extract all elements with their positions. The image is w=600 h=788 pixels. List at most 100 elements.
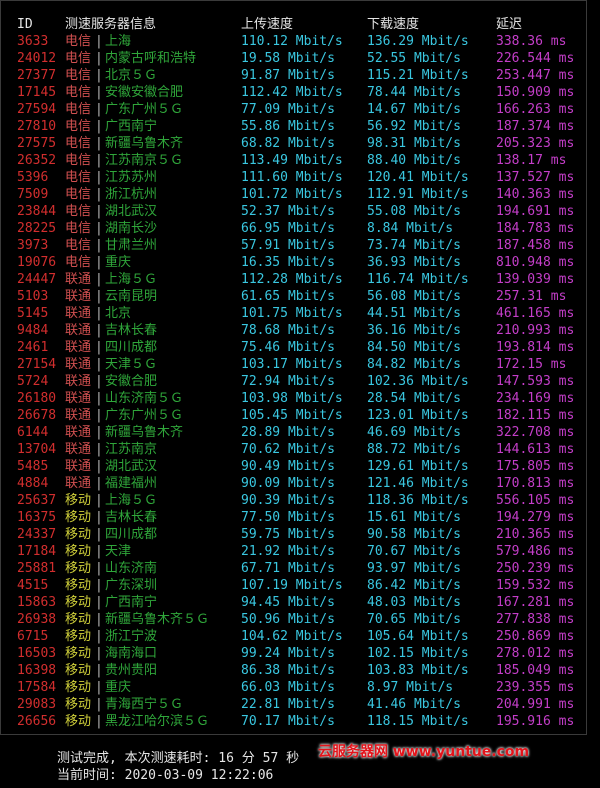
server-location: 新疆乌鲁木齐 <box>105 136 184 151</box>
server-id: 6144 <box>17 425 49 440</box>
download-speed: 90.58 Mbit/s <box>367 527 461 542</box>
latency-value: 167.281 ms <box>496 595 575 610</box>
server-id: 3633 <box>17 34 49 49</box>
upload-speed: 90.49 Mbit/s <box>241 459 335 474</box>
table-row: 24337 移动 | 四川成都 59.75 Mbit/s 90.58 Mbit/s 210.… <box>1 526 588 543</box>
table-row: 4515 移动 | 广东深圳 107.19 Mbit/s 86.42 Mbit/s 159.… <box>1 577 588 594</box>
column-separator: | <box>95 595 103 610</box>
download-speed: 105.64 Mbit/s <box>367 629 469 644</box>
table-row: 9484 联通 | 吉林长春 78.68 Mbit/s 36.16 Mbit/s 210.9… <box>1 322 588 339</box>
table-row: 13704 联通 | 江苏南京 70.62 Mbit/s 88.72 Mbit/s 144.… <box>1 441 588 458</box>
column-separator: | <box>95 476 103 491</box>
column-separator: | <box>95 102 103 117</box>
server-location: 上海５Ｇ <box>105 272 158 287</box>
server-id: 26352 <box>17 153 57 168</box>
table-row: 17184 移动 | 天津 21.92 Mbit/s 70.67 Mbit/s 579.48… <box>1 543 588 560</box>
isp-name: 移动 <box>65 527 92 542</box>
isp-name: 移动 <box>65 714 92 729</box>
download-speed: 56.92 Mbit/s <box>367 119 461 134</box>
server-id: 24012 <box>17 51 57 66</box>
server-id: 16398 <box>17 663 57 678</box>
isp-name: 联通 <box>65 289 92 304</box>
download-speed: 136.29 Mbit/s <box>367 34 469 49</box>
server-location: 上海５Ｇ <box>105 493 158 508</box>
upload-speed: 78.68 Mbit/s <box>241 323 335 338</box>
table-row: 5145 联通 | 北京 101.75 Mbit/s 44.51 Mbit/s 461.16… <box>1 305 588 322</box>
server-location: 广西南宁 <box>105 595 158 610</box>
server-id: 26180 <box>17 391 57 406</box>
server-location: 福建福州 <box>105 476 158 491</box>
isp-name: 电信 <box>65 153 92 168</box>
download-speed: 36.16 Mbit/s <box>367 323 461 338</box>
download-speed: 116.74 Mbit/s <box>367 272 469 287</box>
download-speed: 120.41 Mbit/s <box>367 170 469 185</box>
server-id: 16375 <box>17 510 57 525</box>
latency-value: 195.916 ms <box>496 714 575 729</box>
server-location: 湖北武汉 <box>105 204 158 219</box>
server-id: 17145 <box>17 85 57 100</box>
latency-value: 166.263 ms <box>496 102 575 117</box>
server-location: 四川成都 <box>105 527 158 542</box>
download-speed: 70.65 Mbit/s <box>367 612 461 627</box>
column-separator: | <box>95 646 103 661</box>
column-separator: | <box>95 170 103 185</box>
server-location: 上海 <box>105 34 132 49</box>
download-speed: 56.08 Mbit/s <box>367 289 461 304</box>
server-id: 13704 <box>17 442 57 457</box>
download-speed: 115.21 Mbit/s <box>367 68 469 83</box>
server-location: 江苏南京５Ｇ <box>105 153 184 168</box>
latency-value: 210.365 ms <box>496 527 575 542</box>
server-location: 广东广州５Ｇ <box>105 102 184 117</box>
isp-name: 移动 <box>65 697 92 712</box>
column-separator: | <box>95 629 103 644</box>
column-separator: | <box>95 510 103 525</box>
server-id: 5145 <box>17 306 49 321</box>
latency-value: 139.039 ms <box>496 272 575 287</box>
column-separator: | <box>95 561 103 576</box>
server-id: 24337 <box>17 527 57 542</box>
upload-speed: 57.91 Mbit/s <box>241 238 335 253</box>
isp-name: 联通 <box>65 476 92 491</box>
table-header: ID 测速服务器信息 上传速度 下载速度 延迟 <box>1 16 588 33</box>
table-row: 17584 移动 | 重庆 66.03 Mbit/s 8.97 Mbit/s 239.355… <box>1 679 588 696</box>
server-id: 27377 <box>17 68 57 83</box>
column-separator: | <box>95 221 103 236</box>
upload-speed: 66.03 Mbit/s <box>241 680 335 695</box>
latency-value: 257.31 ms <box>496 289 567 304</box>
latency-value: 182.115 ms <box>496 408 575 423</box>
column-separator: | <box>95 340 103 355</box>
header-download: 下载速度 <box>367 17 420 32</box>
column-separator: | <box>95 391 103 406</box>
upload-speed: 70.17 Mbit/s <box>241 714 335 729</box>
table-row: 17145 电信 | 安徽安徽合肥 112.42 Mbit/s 78.44 Mbit/s 1… <box>1 84 588 101</box>
upload-speed: 107.19 Mbit/s <box>241 578 343 593</box>
server-id: 9484 <box>17 323 49 338</box>
latency-value: 193.814 ms <box>496 340 575 355</box>
server-location: 广东深圳 <box>105 578 158 593</box>
column-separator: | <box>95 697 103 712</box>
server-location: 湖南长沙 <box>105 221 158 236</box>
table-row: 24447 联通 | 上海５Ｇ 112.28 Mbit/s 116.74 Mbit/s 13… <box>1 271 588 288</box>
upload-speed: 101.72 Mbit/s <box>241 187 343 202</box>
column-separator: | <box>95 680 103 695</box>
server-id: 25637 <box>17 493 57 508</box>
table-row: 5485 联通 | 湖北武汉 90.49 Mbit/s 129.61 Mbit/s 175.… <box>1 458 588 475</box>
table-row: 5724 联通 | 安徽合肥 72.94 Mbit/s 102.36 Mbit/s 147.… <box>1 373 588 390</box>
upload-speed: 103.17 Mbit/s <box>241 357 343 372</box>
column-separator: | <box>95 187 103 202</box>
latency-value: 239.355 ms <box>496 680 575 695</box>
table-row: 4884 联通 | 福建福州 90.09 Mbit/s 121.46 Mbit/s 170.… <box>1 475 588 492</box>
server-id: 4884 <box>17 476 49 491</box>
download-speed: 102.36 Mbit/s <box>367 374 469 389</box>
latency-value: 322.708 ms <box>496 425 575 440</box>
table-row: 19076 电信 | 重庆 16.35 Mbit/s 36.93 Mbit/s 810.94… <box>1 254 588 271</box>
table-row: 15863 移动 | 广西南宁 94.45 Mbit/s 48.03 Mbit/s 167.… <box>1 594 588 611</box>
isp-name: 电信 <box>65 170 92 185</box>
column-separator: | <box>95 153 103 168</box>
column-separator: | <box>95 238 103 253</box>
download-speed: 28.54 Mbit/s <box>367 391 461 406</box>
upload-speed: 112.42 Mbit/s <box>241 85 343 100</box>
server-location: 山东济南 <box>105 561 158 576</box>
latency-value: 159.532 ms <box>496 578 575 593</box>
server-location: 贵州贵阳 <box>105 663 158 678</box>
